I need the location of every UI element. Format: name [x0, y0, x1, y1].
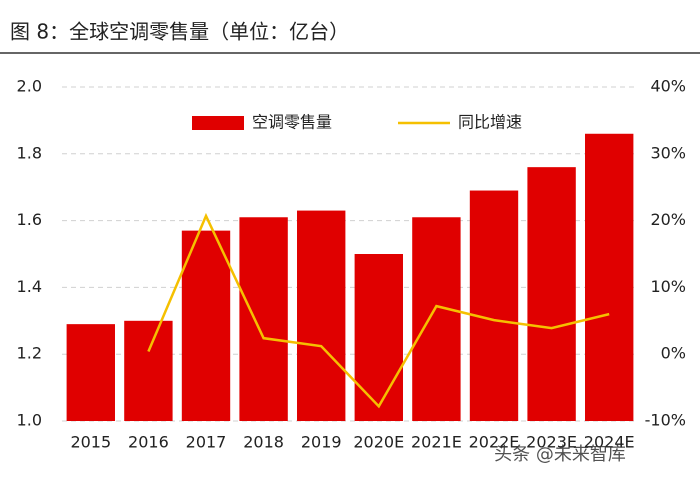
x-tick-label: 2020E	[353, 433, 404, 452]
y2-tick-label: -10%	[645, 411, 686, 430]
x-tick-label: 2023E	[526, 433, 577, 452]
x-tick-label: 2019	[301, 433, 342, 452]
y-tick-label: 1.8	[17, 143, 42, 162]
line	[147, 212, 610, 409]
y-tick-label: 1.6	[17, 210, 42, 229]
legend-swatch	[192, 116, 244, 130]
y-tick-label: 1.2	[17, 344, 42, 363]
y2-tick-label: 30%	[650, 143, 686, 162]
bar	[181, 230, 231, 421]
y-tick-label: 1.0	[17, 411, 42, 430]
x-tick-label: 2018	[243, 433, 284, 452]
x-tick-label: 2024E	[584, 433, 635, 452]
y2-tick-label: 10%	[650, 277, 686, 296]
chart-title: 图 8：全球空调零售量（单位：亿台）	[10, 20, 349, 44]
y-tick-label: 2.0	[17, 77, 42, 96]
bar	[527, 167, 576, 421]
bar	[297, 210, 346, 421]
bar	[412, 217, 461, 421]
x-tick-label: 2016	[128, 433, 169, 452]
bar	[66, 324, 115, 421]
x-tick-label: 2022E	[469, 433, 520, 452]
y-tick-label: 1.4	[17, 277, 42, 296]
x-tick-label: 2017	[186, 433, 227, 452]
watermark: 头条 @未来智库	[494, 444, 626, 465]
x-tick-label: 2021E	[411, 433, 462, 452]
bar	[585, 133, 634, 421]
y2-tick-label: 40%	[650, 77, 686, 96]
y2-tick-label: 20%	[650, 210, 686, 229]
bar	[469, 190, 519, 421]
bar	[124, 320, 173, 421]
x-tick-label: 2015	[70, 433, 111, 452]
bar	[354, 254, 403, 421]
bar	[239, 217, 288, 421]
legend-label: 同比增速	[458, 113, 522, 132]
legend-label: 空调零售量	[252, 113, 332, 132]
y2-tick-label: 0%	[661, 344, 686, 363]
